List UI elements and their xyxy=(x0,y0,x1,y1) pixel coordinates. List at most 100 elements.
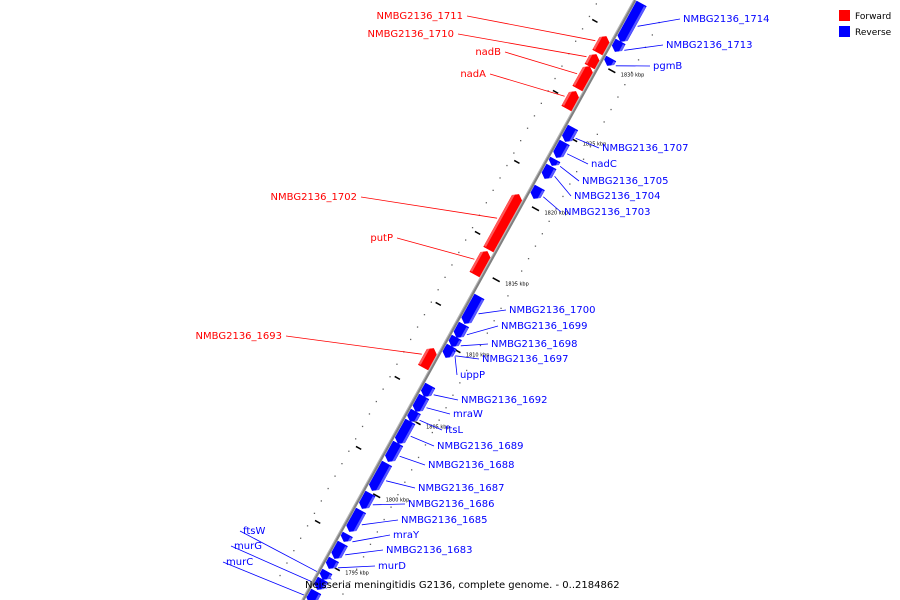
gene-arrow[interactable] xyxy=(530,184,545,199)
minor-dot xyxy=(581,28,584,30)
tick-label: 1830 kbp xyxy=(621,73,645,79)
gene-label[interactable]: NMBG2136_1699 xyxy=(501,321,587,332)
gene-arrow[interactable] xyxy=(448,334,462,347)
gene-arrow[interactable] xyxy=(584,54,600,70)
gene-label[interactable]: murC xyxy=(226,557,253,568)
gene-label[interactable]: NMBG2136_1686 xyxy=(408,499,494,510)
gene-label[interactable]: murG xyxy=(234,541,262,552)
gene-label[interactable]: NMBG2136_1700 xyxy=(509,305,595,316)
gene-arrow[interactable] xyxy=(319,568,333,580)
gene-label[interactable]: NMBG2136_1689 xyxy=(437,441,523,452)
gene-arrow[interactable] xyxy=(572,66,593,92)
minor-dot xyxy=(417,456,420,459)
gene-label[interactable]: mraY xyxy=(393,530,420,541)
gene-label[interactable]: murD xyxy=(378,561,406,572)
minor-dot xyxy=(416,326,419,328)
gene-label[interactable]: pgmB xyxy=(653,61,682,72)
gene-label[interactable]: NMBG2136_1707 xyxy=(602,143,688,154)
gene-labels: NMBG2136_1714 NMBG2136_1713 pgmB NMBG2136_1… xyxy=(196,11,770,572)
gene-label[interactable]: nadC xyxy=(591,159,617,170)
minor-dot xyxy=(589,146,592,148)
gene-shading xyxy=(332,562,339,571)
gene-arrow[interactable] xyxy=(611,38,626,52)
gene-arrow[interactable] xyxy=(483,194,523,253)
gene-label[interactable]: NMBG2136_1685 xyxy=(401,515,487,526)
gene-arrow[interactable] xyxy=(561,91,579,112)
gene-label[interactable]: NMBG2136_1693 xyxy=(196,331,282,342)
gene-label[interactable]: mraW xyxy=(453,409,483,420)
minor-dot xyxy=(499,177,501,179)
gene-label[interactable]: ftsL xyxy=(445,425,463,436)
gene-shading xyxy=(623,6,646,44)
minor-dot xyxy=(451,264,453,266)
gene-arrow[interactable] xyxy=(359,490,376,509)
gene-label[interactable]: NMBG2136_1683 xyxy=(386,545,472,556)
gene-arrow[interactable] xyxy=(394,418,416,444)
gene-label[interactable]: NMBG2136_1697 xyxy=(482,354,568,365)
gene-arrow[interactable] xyxy=(443,345,456,357)
gene-arrow[interactable] xyxy=(548,156,561,166)
gene-shading xyxy=(470,249,484,272)
gene-arrow[interactable] xyxy=(592,36,610,56)
gene-arrow[interactable] xyxy=(461,293,485,324)
gene-label[interactable]: NMBG2136_1688 xyxy=(428,460,514,471)
gene-arrow[interactable] xyxy=(420,382,436,397)
minor-dot xyxy=(438,419,440,421)
legend-forward-swatch xyxy=(839,10,850,21)
gene-arrow[interactable] xyxy=(325,556,340,569)
gene-label[interactable]: NMBG2136_1714 xyxy=(683,14,769,25)
label-leader xyxy=(454,356,458,376)
minor-dot xyxy=(624,84,626,86)
gene-arrow[interactable] xyxy=(417,348,437,371)
gene-label[interactable]: NMBG2136_1713 xyxy=(666,40,752,51)
gene-arrow[interactable] xyxy=(553,139,570,158)
label-leader xyxy=(360,196,498,219)
label-leader xyxy=(637,18,681,27)
tick-label: 1795 kbp xyxy=(345,571,369,577)
gene-label[interactable]: NMBG2136_1704 xyxy=(574,191,660,202)
gene-arrow[interactable] xyxy=(469,251,491,278)
gene-arrow[interactable] xyxy=(604,55,617,66)
gene-label[interactable]: ftsW xyxy=(243,526,265,537)
gene-arrow[interactable] xyxy=(407,408,421,422)
gene-label[interactable]: NMBG2136_1711 xyxy=(377,11,463,22)
gene-label[interactable]: NMBG2136_1702 xyxy=(271,192,357,203)
gene-shading xyxy=(315,594,321,600)
gene-arrow[interactable] xyxy=(412,393,430,412)
gene-label[interactable]: NMBG2136_1692 xyxy=(461,395,547,406)
gene-label[interactable]: NMBG2136_1703 xyxy=(564,207,650,218)
gene-shading xyxy=(427,388,435,399)
gene-arrow[interactable] xyxy=(340,531,353,542)
gene-arrow[interactable] xyxy=(306,588,322,600)
minor-tick xyxy=(314,519,321,525)
gene-label[interactable]: NMBG2136_1710 xyxy=(368,29,454,40)
gene-label[interactable]: NMBG2136_1687 xyxy=(418,483,504,494)
minor-dot xyxy=(521,270,523,272)
gene-arrow[interactable] xyxy=(617,0,647,42)
gene-label[interactable]: uppP xyxy=(460,370,485,381)
gene-arrow[interactable] xyxy=(385,440,404,462)
minor-dot xyxy=(342,593,344,595)
gene-arrow[interactable] xyxy=(453,321,470,338)
gene-shading xyxy=(337,546,348,561)
gene-shading xyxy=(593,34,603,50)
gene-arrow[interactable] xyxy=(541,163,557,179)
gene-label[interactable]: NMBG2136_1698 xyxy=(491,339,577,350)
minor-dot xyxy=(513,152,515,154)
gene-arrow[interactable] xyxy=(368,460,393,491)
gene-label[interactable]: nadA xyxy=(460,69,486,80)
label-leader xyxy=(457,33,587,58)
gene-arrow[interactable] xyxy=(346,507,367,532)
gene-label[interactable]: NMBG2136_1705 xyxy=(582,176,668,187)
minor-dot xyxy=(376,531,378,533)
gene-label[interactable]: putP xyxy=(370,233,393,244)
gene-label[interactable]: nadB xyxy=(475,47,501,58)
minor-dot xyxy=(361,425,364,428)
minor-dot xyxy=(500,307,502,309)
gene-shading xyxy=(548,169,556,181)
minor-tick xyxy=(394,375,401,381)
gene-arrow[interactable] xyxy=(314,576,329,590)
gene-arrow[interactable] xyxy=(331,540,348,559)
minor-dot xyxy=(485,202,487,204)
gene-arrow[interactable] xyxy=(562,124,579,142)
